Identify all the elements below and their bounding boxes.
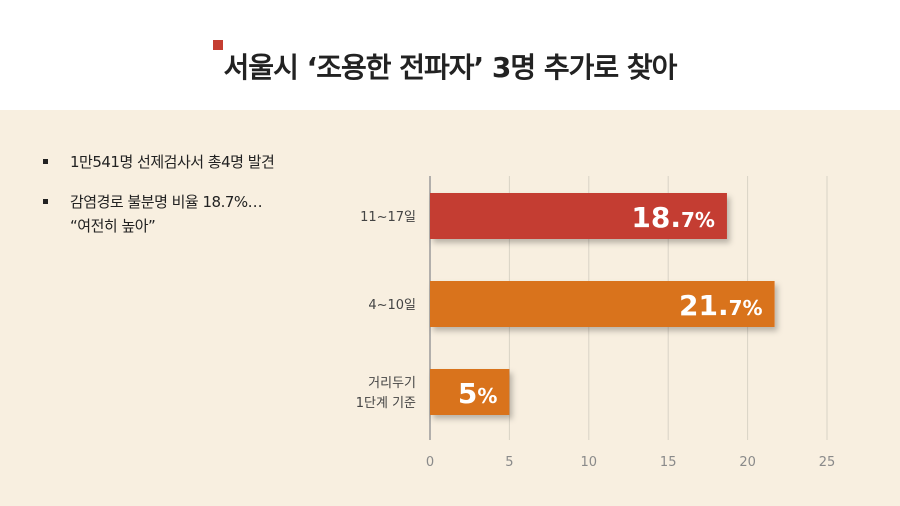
category-label: 11~17일 <box>360 210 416 225</box>
bullet-text-line: 1만541명 선제검사서 총4명 발견 <box>70 153 275 171</box>
x-tick-label: 25 <box>819 455 836 470</box>
bullet-text-line: “여전히 높아” <box>70 217 156 235</box>
bullet-list: 1만541명 선제검사서 총4명 발견 감염경로 불분명 비율 18.7%… “… <box>40 150 340 254</box>
x-tick-label: 15 <box>660 455 677 470</box>
bullet-item: 감염경로 불분명 비율 18.7%… “여전히 높아” <box>40 190 340 238</box>
bullet-text-line: 감염경로 불분명 비율 18.7%… <box>70 193 263 211</box>
bar <box>430 193 727 239</box>
title-accent-mark <box>213 40 223 50</box>
bullet-item: 1만541명 선제검사서 총4명 발견 <box>40 150 340 174</box>
x-tick-label: 20 <box>739 455 756 470</box>
bar-value-label: 18.7% <box>631 201 715 234</box>
category-label: 1단계 기준 <box>356 396 416 411</box>
bar <box>430 281 775 327</box>
bar-value-label: 21.7% <box>679 289 763 322</box>
bar <box>430 369 510 415</box>
x-tick-label: 10 <box>581 455 598 470</box>
x-tick-label: 5 <box>505 455 513 470</box>
page-title: 서울시 ‘조용한 전파자’ 3명 추가로 찾아 <box>223 51 678 84</box>
category-label: 거리두기 <box>368 376 416 391</box>
bar-value-label: 5% <box>458 377 498 410</box>
category-label: 4~10일 <box>368 298 416 313</box>
x-tick-label: 0 <box>426 455 434 470</box>
header: 서울시 ‘조용한 전파자’ 3명 추가로 찾아 <box>0 0 900 110</box>
bullet-square-icon <box>43 159 48 164</box>
bullet-square-icon <box>43 199 48 204</box>
